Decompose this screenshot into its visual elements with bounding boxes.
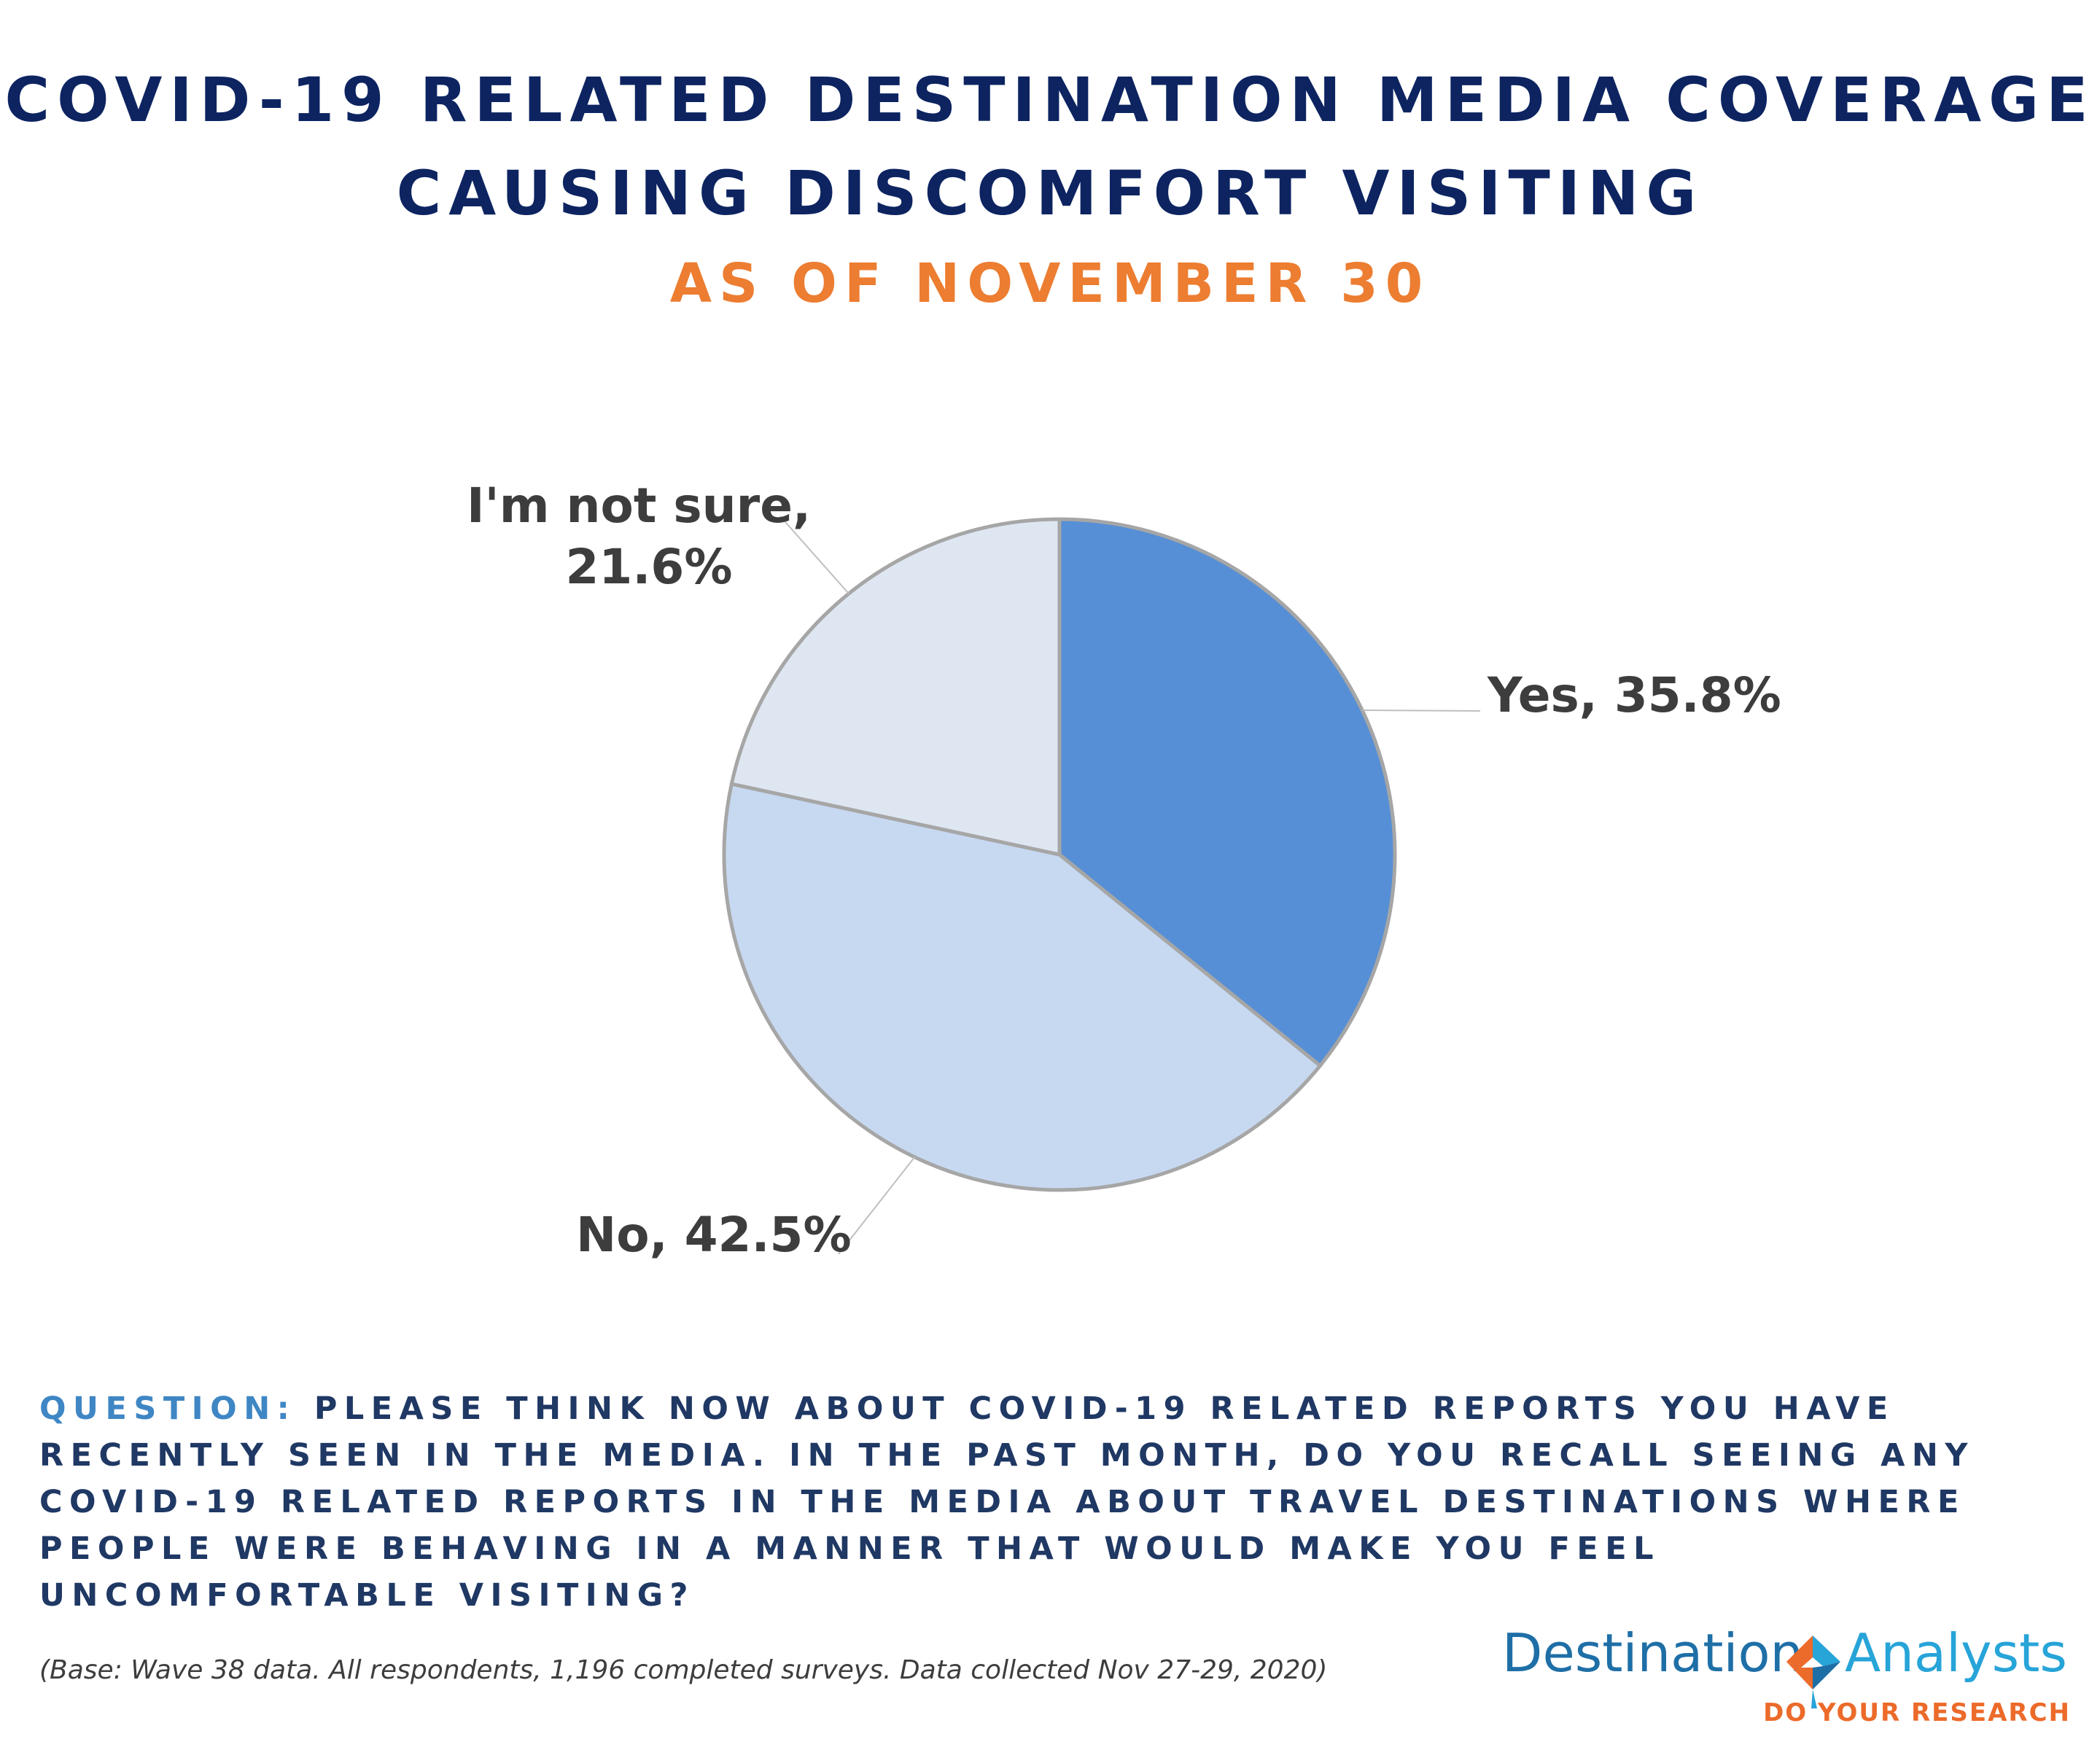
logo-word-analysts: Analysts [1845,1622,2067,1684]
data-label-not-sure-line-1: I'm not sure, [467,478,812,534]
data-label-not-sure-line-2: 21.6% [565,539,733,595]
data-label-no-text: No, 42.5% [576,1207,852,1263]
data-label-no: No, 42.5% [576,1205,852,1266]
chart-title-line-2: CAUSING DISCOMFORT VISITING [396,158,1704,229]
logo-tagline: DO YOUR RESEARCH [1763,1698,2071,1727]
pie-slice-yes [1057,517,1397,1068]
pie-slice-no [722,782,1322,1192]
diamond-logo-icon [1786,1636,1840,1708]
question-text: PLEASE THINK NOW ABOUT COVID-19 RELATED … [39,1391,1975,1614]
leader-line-not-sure [779,516,849,594]
pie-slice-not-sure [729,517,1062,857]
leader-line-no [838,1156,916,1255]
data-label-yes: Yes, 35.8% [1488,665,1781,726]
leader-lines [779,516,1481,1255]
logo-word-destination: Destination [1502,1622,1804,1684]
survey-question: QUESTION: PLEASE THINK NOW ABOUT COVID-1… [39,1385,2052,1619]
leader-line-yes [1362,709,1481,712]
data-label-yes-text: Yes, 35.8% [1488,667,1781,723]
chart-title-line-1: COVID-19 RELATED DESTINATION MEDIA COVER… [4,64,2096,136]
data-label-not-sure: I'm not sure, 21.6% [467,475,812,598]
chart-subtitle: AS OF NOVEMBER 30 [669,252,1431,315]
question-label: QUESTION: [39,1391,297,1427]
pie-chart [722,516,1481,1255]
destination-analysts-logo: Destination Analysts DO YOUR RESEARCH [1502,1622,2071,1732]
pie-slices [722,517,1397,1192]
base-note: (Base: Wave 38 data. All respondents, 1,… [39,1655,1328,1685]
